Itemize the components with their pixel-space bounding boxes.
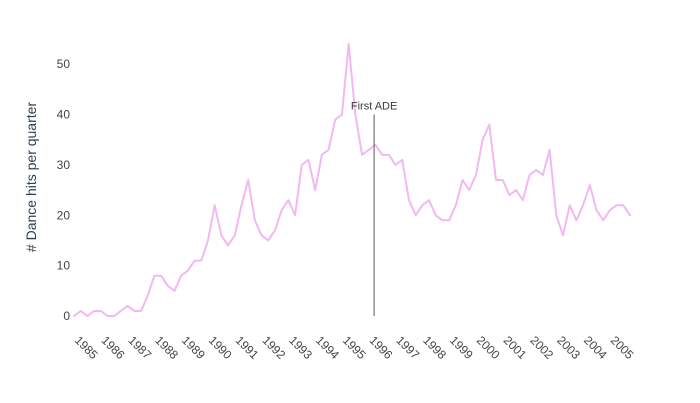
x-tick-label: 1988	[152, 333, 181, 362]
x-tick-label: 1987	[125, 333, 154, 362]
x-tick-label: 1997	[393, 333, 422, 362]
series-line	[73, 43, 631, 317]
x-tick-label: 1992	[259, 333, 288, 362]
x-tick-label: 1993	[286, 333, 315, 362]
annotation-layer: First ADE	[351, 101, 397, 316]
y-tick-label: 0	[63, 309, 70, 323]
annotation-label: First ADE	[351, 101, 397, 113]
x-tick-label: 1986	[99, 333, 128, 362]
x-tick-label: 1990	[206, 333, 235, 362]
x-tick-label: 2005	[608, 333, 637, 362]
x-tick-label: 1989	[179, 333, 208, 362]
x-tick-label: 1996	[367, 333, 396, 362]
y-tick-label: 30	[57, 158, 71, 172]
x-tick-label: 1995	[340, 333, 369, 362]
x-tick-label: 2001	[501, 333, 530, 362]
x-tick-label: 2002	[527, 333, 556, 362]
x-tick-label: 1998	[420, 333, 449, 362]
x-tick-label: 2003	[554, 333, 583, 362]
series-layer	[73, 43, 631, 317]
y-tick-label: 50	[57, 57, 71, 71]
y-tick-label: 40	[57, 108, 71, 122]
x-tick-label: 2004	[581, 333, 610, 362]
x-tick-label: 1994	[313, 333, 342, 362]
x-tick-label: 1999	[447, 333, 476, 362]
y-tick-label: 10	[57, 259, 71, 273]
y-axis-title: # Dance hits per quarter	[23, 102, 39, 253]
y-axis: 0 10 20 30 40 50	[57, 57, 71, 323]
x-tick-label: 1985	[72, 333, 101, 362]
y-tick-label: 20	[57, 208, 71, 222]
x-tick-label: 1991	[233, 333, 262, 362]
x-axis: 1985198619871988198919901991199219931994…	[72, 333, 637, 362]
x-tick-label: 2000	[474, 333, 503, 362]
